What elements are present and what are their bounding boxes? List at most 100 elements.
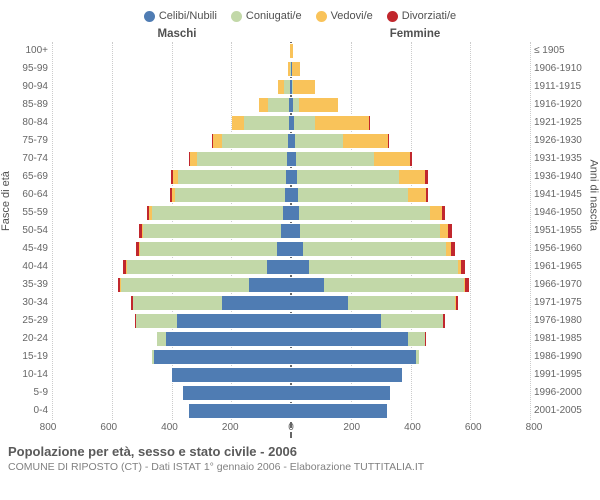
bar-row xyxy=(291,402,530,420)
bar-segment-vedovi xyxy=(399,169,426,185)
legend-swatch xyxy=(231,11,242,22)
legend: Celibi/NubiliConiugati/eVedovi/eDivorzia… xyxy=(8,10,592,22)
bar-row xyxy=(291,168,530,186)
bar-segment-divorziati xyxy=(369,115,370,131)
bar-segment-vedovi xyxy=(430,205,442,221)
bar-segment-celibi xyxy=(189,403,291,419)
bar-row xyxy=(52,186,291,204)
age-label: 90-94 xyxy=(8,78,48,96)
year-label: 1911-1915 xyxy=(534,78,592,96)
year-label: 1916-1920 xyxy=(534,96,592,114)
y-axis-right-title: Anni di nascita xyxy=(588,159,600,231)
bar-segment-divorziati xyxy=(410,151,412,167)
legend-item: Divorziati/e xyxy=(387,10,456,22)
bar-row xyxy=(291,114,530,132)
bar-segment-coniugati xyxy=(136,313,178,329)
bar-row xyxy=(291,330,530,348)
age-label: 25-29 xyxy=(8,312,48,330)
year-label: 1971-1975 xyxy=(534,294,592,312)
bar-segment-coniugati xyxy=(157,331,166,347)
bar-segment-celibi xyxy=(172,367,292,383)
bar-segment-coniugati xyxy=(381,313,444,329)
bar-row xyxy=(291,366,530,384)
bars-male xyxy=(52,42,291,420)
age-label: 75-79 xyxy=(8,132,48,150)
bar-segment-vedovi xyxy=(374,151,410,167)
bar-row xyxy=(52,96,291,114)
bar-row xyxy=(52,114,291,132)
bar-segment-coniugati xyxy=(268,97,289,113)
year-label: 1936-1940 xyxy=(534,168,592,186)
bar-row xyxy=(52,240,291,258)
x-tick: 800 xyxy=(526,422,543,433)
year-label: 1976-1980 xyxy=(534,312,592,330)
bar-segment-celibi xyxy=(291,403,387,419)
bar-row xyxy=(52,294,291,312)
bar-row xyxy=(52,366,291,384)
legend-label: Coniugati/e xyxy=(246,10,302,22)
x-tick: 200 xyxy=(222,422,239,433)
year-label: 1986-1990 xyxy=(534,348,592,366)
age-label: 70-74 xyxy=(8,150,48,168)
bar-segment-divorziati xyxy=(443,313,444,329)
legend-label: Divorziati/e xyxy=(402,10,456,22)
bar-segment-celibi xyxy=(291,223,300,239)
bar-row xyxy=(52,42,291,60)
legend-item: Vedovi/e xyxy=(316,10,373,22)
legend-swatch xyxy=(316,11,327,22)
bar-segment-celibi xyxy=(291,241,303,257)
bar-segment-divorziati xyxy=(426,187,428,203)
bar-row xyxy=(291,186,530,204)
bar-row xyxy=(291,96,530,114)
bar-segment-coniugati xyxy=(127,259,267,275)
bar-segment-coniugati xyxy=(244,115,289,131)
bar-segment-celibi xyxy=(183,385,291,401)
bar-row xyxy=(52,150,291,168)
bar-row xyxy=(291,312,530,330)
bar-segment-coniugati xyxy=(408,331,426,347)
bar-segment-vedovi xyxy=(315,115,369,131)
bar-segment-celibi xyxy=(291,367,402,383)
bar-row xyxy=(291,348,530,366)
bar-segment-divorziati xyxy=(451,241,455,257)
bars-area xyxy=(52,42,530,420)
age-label: 20-24 xyxy=(8,330,48,348)
bar-segment-celibi xyxy=(291,349,416,365)
year-label: 1926-1930 xyxy=(534,132,592,150)
bar-segment-celibi xyxy=(281,223,291,239)
bar-segment-coniugati xyxy=(121,277,249,293)
bar-row xyxy=(291,132,530,150)
bar-row xyxy=(291,294,530,312)
bar-segment-divorziati xyxy=(465,277,469,293)
legend-label: Vedovi/e xyxy=(331,10,373,22)
bar-segment-celibi xyxy=(291,385,390,401)
year-label: 1966-1970 xyxy=(534,276,592,294)
year-label: 1946-1950 xyxy=(534,204,592,222)
bar-segment-divorziati xyxy=(388,133,389,149)
bar-segment-coniugati xyxy=(197,151,287,167)
bar-row xyxy=(291,42,530,60)
header-female: Femmine xyxy=(296,28,534,40)
bar-segment-coniugati xyxy=(309,259,458,275)
bar-row xyxy=(291,204,530,222)
bar-segment-celibi xyxy=(177,313,291,329)
bar-segment-celibi xyxy=(291,277,324,293)
bar-row xyxy=(52,276,291,294)
bar-segment-coniugati xyxy=(299,205,430,221)
x-tick: 0 xyxy=(288,422,294,433)
legend-swatch xyxy=(144,11,155,22)
year-label: 1931-1935 xyxy=(534,150,592,168)
age-label: 40-44 xyxy=(8,258,48,276)
header-male: Maschi xyxy=(58,28,296,40)
column-headers: Maschi Femmine xyxy=(8,28,592,40)
year-label: 1981-1985 xyxy=(534,330,592,348)
year-label: ≤ 1905 xyxy=(534,42,592,60)
age-label: 60-64 xyxy=(8,186,48,204)
bar-row xyxy=(291,384,530,402)
bar-segment-vedovi xyxy=(408,187,426,203)
bar-segment-celibi xyxy=(277,241,291,257)
x-tick: 400 xyxy=(161,422,178,433)
plot-area: Fasce di età Anni di nascita 100+95-9990… xyxy=(8,42,592,420)
bar-segment-celibi xyxy=(291,295,348,311)
age-label: 55-59 xyxy=(8,204,48,222)
